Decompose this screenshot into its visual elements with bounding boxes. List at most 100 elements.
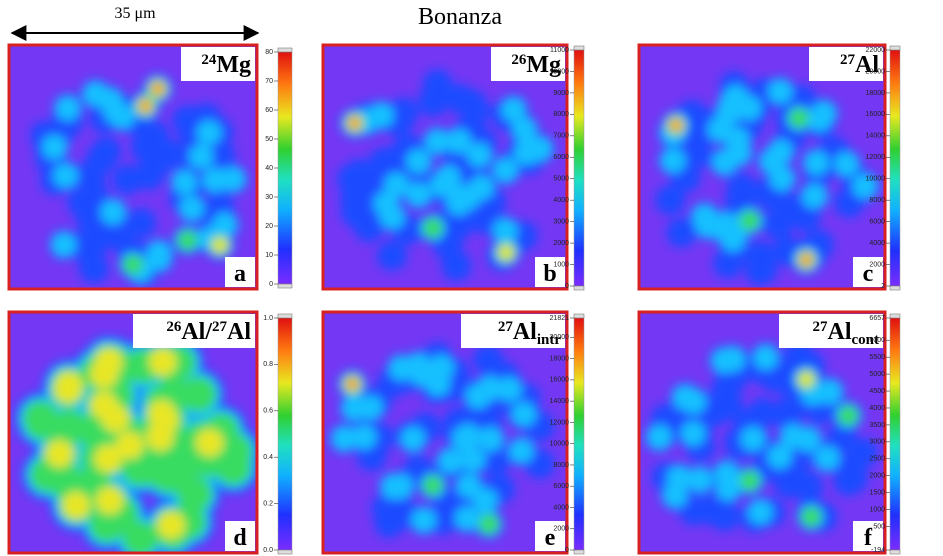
colorbar-tick-label: 0.0 <box>263 547 273 554</box>
heatmap-blob <box>768 79 793 104</box>
heatmap-blob <box>499 245 514 260</box>
colorbar-tick-label: 11000 <box>550 47 569 54</box>
colorbar-tick-label: 22000 <box>866 47 886 54</box>
heatmap-blob <box>197 120 222 145</box>
colorbar-tick-label: 30 <box>265 194 273 201</box>
heatmap-blob <box>716 100 741 125</box>
heatmap <box>323 45 567 289</box>
colorbar-tick-label: 8000 <box>553 111 569 118</box>
colorbar-tick-label: 60 <box>265 107 273 114</box>
heatmap-blob <box>153 84 163 94</box>
heatmap-blob <box>740 471 760 491</box>
heatmap-blob <box>509 439 534 464</box>
heatmap-blob <box>710 501 740 531</box>
heatmap-blob <box>425 129 450 154</box>
heatmap-blob <box>90 360 118 388</box>
colorbar-cap <box>574 550 584 554</box>
heatmap-blob <box>54 375 82 403</box>
heatmap-blob <box>661 148 686 173</box>
figure-title: Bonanza <box>418 4 502 30</box>
colorbar-tick-label: 5500 <box>869 354 885 361</box>
heatmap-blob <box>740 211 760 231</box>
heatmap-blob <box>148 400 176 428</box>
heatmap-blob <box>196 429 224 457</box>
colorbar-tick-label: 8000 <box>869 197 885 204</box>
heatmap-blob <box>833 466 863 496</box>
label-part: Al <box>513 319 537 345</box>
heatmap-blob <box>425 372 450 397</box>
colorbar-tick-label: 1000 <box>553 261 569 268</box>
heatmap-blob <box>389 356 414 381</box>
colorbar-cap <box>574 46 584 50</box>
heatmap-blob <box>667 465 692 490</box>
heatmap-blob <box>692 204 717 229</box>
colorbar-tick-label: 4000 <box>553 197 569 204</box>
heatmap-blob <box>369 103 394 128</box>
heatmap-blob <box>511 402 536 427</box>
heatmap-blob <box>90 391 118 419</box>
colorbar-tick-label: 12000 <box>866 154 886 161</box>
heatmap <box>639 312 885 553</box>
heatmap-blob <box>796 427 821 452</box>
colorbar-tick-label: 6000 <box>553 483 569 490</box>
label-part: 26 <box>166 319 182 335</box>
colorbar-tick-label: 14000 <box>866 133 886 140</box>
heatmap-blob <box>122 521 158 556</box>
colorbar-tick-label: 21821 <box>550 315 570 322</box>
heatmap-blob <box>834 152 859 177</box>
label-part: 24 <box>201 52 217 68</box>
heatmap-blob <box>86 144 116 174</box>
colorbar-tick-label: 3000 <box>553 218 569 225</box>
colorbar-tick-label: 7000 <box>553 133 569 140</box>
heatmap-blob <box>189 144 214 169</box>
heatmap-blob <box>763 210 793 240</box>
heatmap-blob <box>497 377 522 402</box>
colorbar-tick-label: 12000 <box>550 419 570 426</box>
colorbar-tick-label: 20 <box>265 223 273 230</box>
colorbar-cap <box>574 314 584 318</box>
colorbar-tick-label: 2000 <box>553 526 569 533</box>
heatmap-blob <box>42 135 67 160</box>
colorbar-tick-label: 18000 <box>550 355 570 362</box>
colorbar-tick-label: -194 <box>871 547 885 554</box>
colorbar-cap <box>278 550 292 554</box>
colorbar-cap <box>890 286 900 290</box>
colorbar-tick-label: 5000 <box>869 371 885 378</box>
heatmap-blob <box>802 184 827 209</box>
heatmap-blob <box>467 142 492 167</box>
heatmap-blob <box>172 170 197 195</box>
heatmap-blob <box>179 196 204 221</box>
heatmap-blob <box>753 345 778 370</box>
scale-bar-label: 35 μm <box>114 5 156 22</box>
heatmap-blob <box>838 406 858 426</box>
heatmap-blob <box>441 251 471 281</box>
colorbar-tick-label: 10000 <box>550 68 570 75</box>
colorbar-cap <box>890 314 900 318</box>
heatmap-blob <box>815 446 840 471</box>
colorbar-tick-label: 14000 <box>550 398 570 405</box>
heatmap-blob <box>149 348 177 376</box>
colorbar-tick-label: 5000 <box>553 176 569 183</box>
heatmap-blob <box>96 487 124 515</box>
colorbar-tick-label: 500 <box>873 523 885 530</box>
colorbar-tick-label: 1.0 <box>263 315 273 322</box>
colorbar-tick-label: 0 <box>565 283 569 290</box>
heatmap-blob <box>53 163 78 188</box>
heatmap <box>323 312 567 553</box>
heatmap-blob <box>527 137 552 162</box>
heatmap <box>9 312 260 556</box>
heatmap-blob <box>388 474 413 499</box>
heatmap-blob <box>202 167 227 192</box>
heatmap-blob <box>110 104 135 129</box>
heatmap-blob <box>452 184 477 209</box>
colorbar-tick-label: 0 <box>565 547 569 554</box>
colorbar-tick-label: 2000 <box>869 261 885 268</box>
colorbar-tick-label: 0.2 <box>263 500 273 507</box>
colorbar <box>890 318 900 550</box>
heatmap-blob <box>51 232 76 257</box>
colorbar-tick-label: 10 <box>265 252 273 259</box>
heatmap-blob <box>350 118 360 128</box>
heatmap-blob <box>126 208 156 238</box>
colorbar-tick-label: 70 <box>265 78 273 85</box>
colorbar-tick-label: 6000 <box>869 337 885 344</box>
